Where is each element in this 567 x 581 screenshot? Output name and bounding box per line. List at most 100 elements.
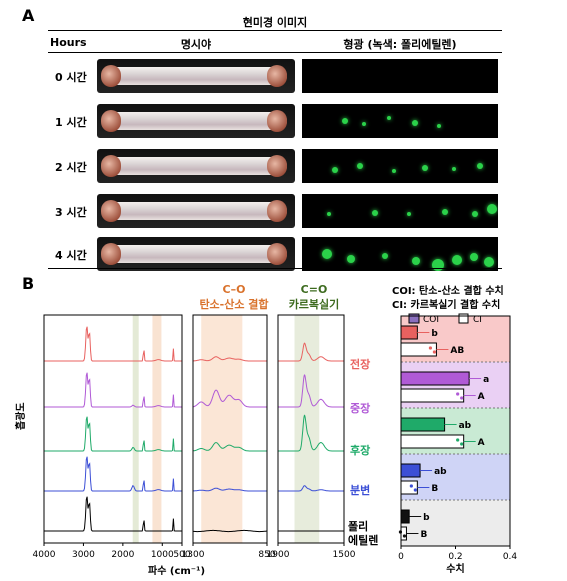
carbonyl-band: [132, 315, 139, 543]
co-title-2: 탄소-산소 결합: [199, 298, 269, 311]
x-tick-label: 500: [173, 550, 190, 560]
row-label: 2 시간: [55, 161, 87, 174]
sample-label: 에틸렌: [348, 534, 379, 547]
spectrum-line: [192, 442, 267, 452]
cdo-title-1: C=O: [300, 283, 328, 296]
fluorescence-spot: [437, 124, 441, 128]
fluorescence-spot: [477, 163, 483, 169]
spectrum-line: [192, 389, 267, 408]
x-tick-label: 1500: [333, 550, 356, 560]
bar: [400, 434, 465, 449]
bar: [400, 325, 418, 340]
spectrum-line: [44, 496, 182, 532]
spectrum-line: [278, 374, 344, 408]
data-point: [413, 488, 417, 492]
spectrum-line: [192, 529, 268, 533]
spectrum-line: [44, 416, 182, 452]
brightfield-image: [97, 194, 295, 228]
gut-tissue: [105, 112, 287, 130]
x-tick-label: 3000: [72, 550, 95, 560]
fluorescence-image: [302, 237, 498, 271]
header-rule: [48, 52, 502, 53]
fluorescence-spot: [432, 259, 444, 271]
spectrum-frame: [43, 314, 183, 544]
data-point: [460, 442, 464, 446]
bar: [400, 509, 410, 524]
fluorescence-spot: [332, 167, 338, 173]
x-tick-label: 0: [398, 552, 404, 562]
bar: [400, 526, 407, 541]
significance-letter: b: [423, 513, 430, 523]
spectrum-line: [44, 456, 182, 492]
x-tick-label: 1300: [182, 550, 205, 560]
fluorescence-spot: [357, 163, 363, 169]
data-point: [401, 513, 405, 517]
brightfield-image: [97, 237, 295, 271]
data-point: [441, 425, 445, 429]
gut-end: [101, 155, 121, 177]
panel-a-label: A: [22, 6, 35, 25]
fluorescence-spot: [487, 204, 497, 214]
spectrum-line: [44, 326, 182, 362]
significance-letter: ab: [459, 421, 472, 431]
row-label: 3 시간: [55, 206, 87, 219]
fluorescence-spot: [484, 257, 494, 267]
data-point: [405, 517, 409, 521]
fluorescence-image: [302, 194, 498, 228]
x-tick-label: 0.2: [448, 552, 462, 562]
significance-letter: AB: [450, 346, 464, 356]
data-point: [402, 534, 407, 538]
legend-label: CI: [473, 315, 482, 325]
sample-label: 폴리: [348, 520, 369, 533]
significance-letter: b: [431, 329, 438, 339]
row-label: 4 시간: [55, 249, 87, 262]
gut-tissue: [105, 202, 287, 220]
cdo-title: C=O 카르복실기: [274, 283, 354, 312]
gut-tissue: [105, 157, 287, 175]
x-tick-label: 4000: [33, 550, 56, 560]
col-fluorescence-header: 형광 (녹색: 폴리에틸렌): [343, 38, 457, 51]
x-tick-label: 0.4: [503, 552, 518, 562]
x-axis-label: 수치: [446, 562, 464, 575]
data-point: [437, 421, 441, 425]
fluorescence-spot: [470, 253, 478, 261]
legend-label: COI: [423, 315, 439, 325]
data-point: [456, 392, 460, 396]
brightfield-image: [97, 149, 295, 183]
legend-line-2: CI: 카르복실기 결합 수치: [392, 300, 501, 311]
spectrum-line: [44, 372, 182, 408]
significance-letter: A: [478, 392, 485, 402]
spectrum-line: [278, 342, 344, 362]
sample-label: 후장: [350, 444, 371, 457]
col-brightfield-header: 명시야: [180, 38, 212, 51]
gut-end: [267, 200, 287, 222]
row-label: 1 시간: [55, 116, 87, 129]
fluorescence-spot: [372, 210, 378, 216]
fluorescence-spot: [407, 212, 411, 216]
bar: [400, 388, 465, 403]
legend-anchor: [401, 310, 510, 311]
gut-tissue: [105, 67, 287, 85]
data-point: [409, 329, 413, 333]
bottom-rule: [48, 268, 502, 269]
significance-letter: B: [420, 530, 427, 540]
col-hours-header: Hours: [50, 36, 87, 49]
data-point: [465, 379, 469, 383]
fluorescence-spot: [472, 211, 478, 217]
spectrum-frame: [277, 314, 345, 544]
data-point: [398, 530, 403, 534]
sample-label: 전장: [350, 358, 371, 371]
gut-end: [267, 155, 287, 177]
fluorescence-spot: [327, 212, 331, 216]
x-tick-label: 1000: [151, 550, 174, 560]
gut-end: [101, 110, 121, 132]
data-point: [456, 438, 460, 442]
fluorescence-spot: [412, 257, 420, 265]
significance-letter: a: [483, 375, 489, 385]
fluorescence-spot: [412, 120, 418, 126]
data-point: [432, 350, 437, 354]
fluorescence-spot: [342, 118, 348, 124]
fluorescence-spot: [362, 122, 366, 126]
